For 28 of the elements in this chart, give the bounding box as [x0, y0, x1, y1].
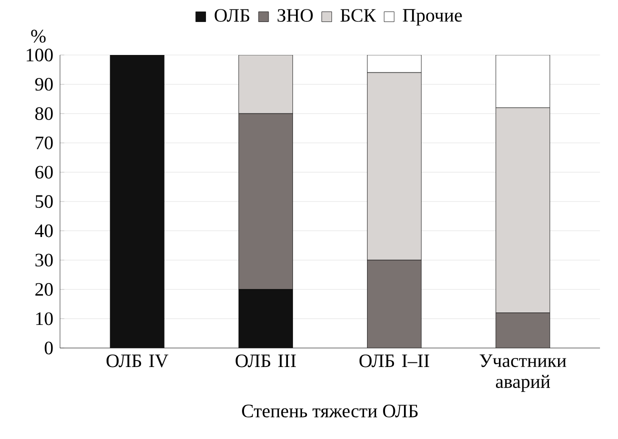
bar [110, 54, 164, 348]
legend-label: БСК [340, 9, 376, 22]
x-tick-label: ОЛБ IV [106, 354, 168, 368]
x-axis-title: Степень тяжести ОЛБ [242, 404, 418, 418]
y-tick-label: 100 [26, 48, 53, 62]
bar [238, 113, 293, 290]
y-tick-label: 70 [36, 136, 53, 150]
bar [496, 108, 550, 314]
x-tick-label: ОЛБ III [236, 354, 296, 368]
y-tick-label: 40 [34, 224, 53, 238]
y-tick-label: 50 [36, 195, 53, 208]
legend-label: ЗНО [278, 9, 313, 22]
legend-label: ОЛБ [214, 9, 250, 22]
y-tick-label: 80 [35, 107, 53, 120]
bar [238, 289, 293, 348]
y-tick-label: 20 [35, 283, 53, 296]
y-tick-label: 30 [35, 254, 53, 266]
bar [367, 260, 422, 348]
y-tick-label: 60 [35, 166, 53, 179]
x-tick-label: ОЛБ I–II [360, 354, 430, 368]
series-label: Прочие [402, 9, 462, 26]
y-tick-label: 0 [44, 342, 53, 354]
x-tick-label: Участники аварий [480, 354, 566, 392]
bar [496, 312, 550, 348]
y-tick-label: 10 [36, 312, 53, 326]
y-tick-label: 90 [35, 78, 53, 91]
y-axis-title: % [31, 30, 46, 43]
bar [367, 72, 422, 260]
